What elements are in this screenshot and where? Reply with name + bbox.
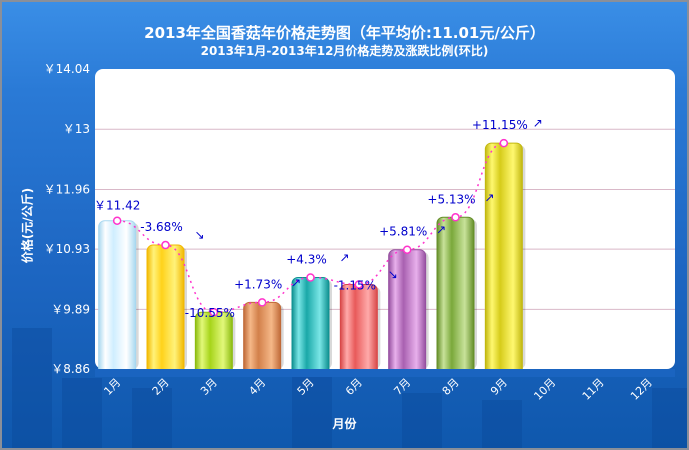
y-tick-label: ￥8.86 xyxy=(51,362,90,376)
bar-6 xyxy=(339,283,378,376)
bg-decoration xyxy=(482,400,522,448)
arrow-up-icon: ↗ xyxy=(436,223,446,237)
arrow-down-icon: ↘ xyxy=(194,228,204,242)
bar-2 xyxy=(146,244,185,376)
y-tick-label: ￥13 xyxy=(63,122,90,136)
x-tick-label: 5月 xyxy=(295,376,317,398)
x-axis-band xyxy=(95,369,675,377)
plot-area xyxy=(95,69,675,369)
trend-point xyxy=(209,307,219,317)
trend-point xyxy=(354,280,364,289)
bg-decoration xyxy=(402,393,442,448)
trend-point xyxy=(112,216,122,225)
y-tick-label: ￥10.93 xyxy=(44,242,90,256)
bg-decoration xyxy=(62,378,102,448)
bg-decoration xyxy=(652,388,687,448)
bar-annotation: +1.73% xyxy=(234,277,282,291)
trend-point xyxy=(402,245,412,254)
bars xyxy=(95,142,675,377)
x-tick-label: 10月 xyxy=(531,376,558,403)
x-tick-label: 4月 xyxy=(246,376,268,398)
bar-4 xyxy=(243,301,282,376)
x-tick-label: 8月 xyxy=(440,376,462,398)
arrow-up-icon: ↗ xyxy=(533,116,543,130)
bar-annotation: -1.15% xyxy=(334,278,376,292)
bar-annotation: +11.15% xyxy=(472,118,528,132)
arrow-up-icon: ↗ xyxy=(291,275,301,289)
x-tick-label: 12月 xyxy=(628,376,655,403)
bar-annotation: +5.13% xyxy=(427,192,475,206)
bg-decoration xyxy=(132,388,172,448)
bar-annotation: ￥11.42 xyxy=(94,199,140,213)
bar-5 xyxy=(291,276,330,376)
x-tick-label: 1月 xyxy=(101,376,123,398)
bar-annotation: -10.55% xyxy=(185,306,235,320)
arrow-down-icon: ↘ xyxy=(388,267,398,281)
trend-point xyxy=(499,138,509,148)
x-tick-label: 9月 xyxy=(488,376,510,398)
chart-title: 2013年全国香菇年价格走势图（年平均价:11.01元/公斤） xyxy=(144,24,545,42)
y-tick-label: ￥9.89 xyxy=(51,302,90,316)
arrow-up-icon: ↗ xyxy=(484,190,494,204)
trend-line xyxy=(112,138,509,317)
bg-decoration xyxy=(292,368,332,448)
bar-8 xyxy=(436,216,475,376)
trend-point xyxy=(161,240,170,250)
bar-1 xyxy=(98,220,137,376)
gridlines xyxy=(95,128,675,310)
x-tick-label: 2月 xyxy=(150,376,172,398)
x-tick-label: 6月 xyxy=(343,376,365,398)
bar-annotation: -3.68% xyxy=(140,220,182,234)
bar-3 xyxy=(194,311,233,376)
y-axis-ticks: ￥8.86 ￥9.89 ￥10.93 ￥11.96 ￥13 ￥14.04 xyxy=(44,62,90,376)
x-tick-label: 11月 xyxy=(580,376,607,403)
trend-curve xyxy=(117,142,504,313)
bg-decoration xyxy=(12,328,52,448)
x-tick-label: 3月 xyxy=(198,376,220,398)
bar-9 xyxy=(484,142,523,376)
trend-point xyxy=(257,298,267,307)
chart-subtitle: 2013年1月-2013年12月价格走势及涨跌比例(环比) xyxy=(200,44,489,58)
y-tick-label: ￥11.96 xyxy=(44,182,90,196)
trend-point xyxy=(306,273,315,282)
trend-point xyxy=(451,213,460,222)
y-tick-label: ￥14.04 xyxy=(44,62,90,76)
annotations: ￥11.42-3.68% -10.55% +1.73% +4.3% -1.15% +5.8… xyxy=(94,116,543,320)
x-axis-ticks: 1月 2月 3月 4月 5月 6月 7月 8月 9月 10月 11月 12月 xyxy=(101,376,655,403)
bar-annotation: +5.81% xyxy=(379,225,427,239)
x-axis-label: 月份 xyxy=(332,417,357,431)
bar-annotation: +4.3% xyxy=(286,252,327,266)
arrow-up-icon: ↗ xyxy=(339,250,349,264)
x-tick-label: 7月 xyxy=(391,376,413,398)
